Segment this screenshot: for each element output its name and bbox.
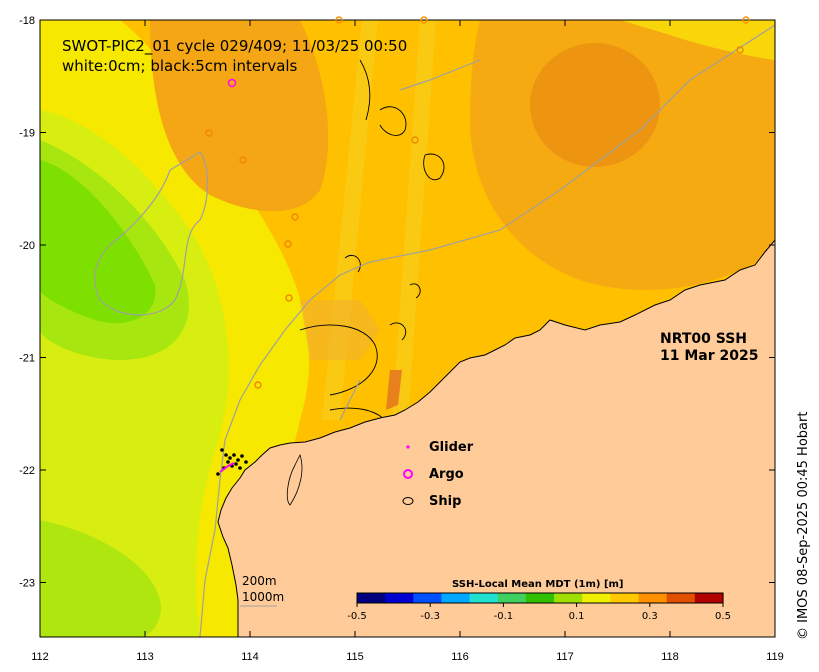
argo-float-marker: [205, 129, 213, 137]
argo-float-marker: [420, 16, 428, 24]
map-title-line1: SWOT-PIC2_01 cycle 029/409; 11/03/25 00:…: [62, 37, 408, 55]
colorbar-segment: [610, 593, 640, 603]
ship-legend-label: Ship: [429, 494, 462, 509]
y-tick-label: -22: [19, 465, 35, 477]
colorbar-segment: [525, 593, 555, 603]
ssh-orange-core: [530, 43, 660, 167]
glider-legend-label: Glider: [429, 440, 474, 455]
ssh-orange-high-north: [150, 20, 329, 212]
x-axis: 112 113 114 115 116 117 118 119: [31, 20, 784, 663]
y-tick-label: -19: [19, 128, 35, 140]
colorbar-title: SSH-Local Mean MDT (1m) [m]: [452, 579, 624, 590]
glider-legend-symbol: [406, 445, 410, 449]
y-tick-label: -23: [19, 578, 35, 590]
land-peninsula: [286, 453, 303, 506]
colorbar-segment: [441, 593, 471, 603]
colorbar: [356, 592, 724, 607]
colorbar-tick-label: -0.1: [493, 611, 514, 622]
argo-float-marker: [254, 381, 262, 389]
x-tick-label: 113: [136, 651, 154, 663]
x-tick-label: 114: [241, 651, 259, 663]
colorbar-segment: [554, 593, 583, 603]
depth-200m-label: 200m: [242, 574, 277, 588]
argo-float-marker: [335, 16, 343, 24]
ssh-lowest-zone: [40, 160, 156, 324]
y-axis: -18 -19 -20 -21 -22 -23: [19, 15, 775, 590]
colorbar-tick-label: 0.5: [715, 611, 731, 622]
colorbar-segment: [694, 593, 724, 603]
x-tick-label: 117: [556, 651, 574, 663]
x-tick-label: 115: [346, 651, 364, 663]
land-area: [217, 239, 775, 637]
argo-float-marker: [736, 46, 744, 54]
depth-1000m-label: 1000m: [242, 590, 285, 604]
colorbar-segment: [638, 593, 668, 603]
colorbar-tick-label: 0.3: [641, 611, 658, 622]
colorbar-tick-label: -0.3: [420, 611, 440, 622]
argo-float-marker: [285, 294, 293, 302]
x-tick-label: 116: [451, 651, 469, 663]
argo-legend-label: Argo: [429, 467, 464, 482]
copyright-notice: © IMOS 08-Sep-2025 00:45 Hobart: [796, 411, 811, 640]
map-frame: [39, 19, 776, 638]
x-tick-label: 118: [661, 651, 679, 663]
isobath-200m: [94, 151, 209, 316]
argo-legend-symbol: [403, 469, 413, 479]
argo-float-marker: [411, 136, 419, 144]
colorbar-segment: [413, 593, 443, 603]
y-tick-label: -18: [19, 15, 35, 27]
black-contours: [299, 59, 445, 421]
colorbar-segment: [357, 593, 386, 603]
colorbar-segment: [582, 593, 611, 603]
colorbar-tick-label: 0.1: [568, 611, 585, 622]
colorbar-segment: [497, 593, 527, 603]
y-tick-label: -21: [19, 353, 35, 365]
argo-float-marker: [291, 213, 299, 221]
colorbar-outline: [356, 592, 724, 604]
x-tick-label: 119: [766, 651, 784, 663]
swot-patch-red: [386, 370, 402, 410]
map-title-line2: white:0cm; black:5cm intervals: [62, 57, 298, 75]
argo-float-marker: [227, 78, 237, 88]
isobath-1000m: [199, 24, 775, 637]
x-tick-label: 112: [31, 651, 49, 663]
swot-swath-east: [392, 20, 436, 420]
colorbar-segment: [385, 593, 414, 603]
colorbar-tick-label: -0.5: [347, 611, 367, 622]
argo-float-marker: [239, 156, 247, 164]
colorbar-segment: [666, 593, 696, 603]
product-date: 11 Mar 2025: [660, 348, 759, 364]
argo-float-marker: [284, 240, 292, 248]
ship-legend-symbol: [402, 497, 414, 505]
colorbar-segment: [469, 593, 499, 603]
ssh-green-zone-south: [40, 520, 161, 637]
product-name: NRT00 SSH: [660, 331, 748, 347]
argo-float-marker: [742, 16, 750, 24]
swot-patch: [300, 300, 380, 360]
glider-track: [219, 462, 235, 473]
bathymetry-contours: [94, 24, 775, 637]
y-tick-label: -20: [19, 240, 35, 252]
argo-floats: [205, 16, 750, 389]
